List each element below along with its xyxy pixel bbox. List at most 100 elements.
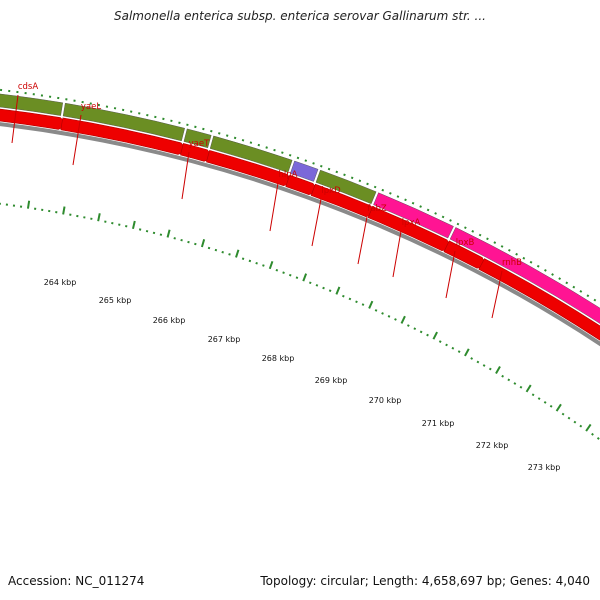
leader-line bbox=[491, 270, 503, 319]
scale-label: 269 kbp bbox=[315, 376, 348, 385]
tick-mark bbox=[471, 230, 475, 233]
map-title: Salmonella enterica subsp. enterica sero… bbox=[114, 9, 486, 23]
tick-mark bbox=[536, 264, 540, 268]
topology-text: Topology: circular; Length: 4,658,697 bp… bbox=[260, 574, 590, 588]
scale-tick bbox=[221, 250, 224, 254]
scale-tick bbox=[573, 420, 577, 424]
scale-tick bbox=[194, 242, 197, 246]
scale-tick bbox=[507, 378, 511, 382]
tick-mark bbox=[522, 256, 526, 260]
tick-mark bbox=[327, 167, 331, 171]
scale-tick bbox=[255, 261, 258, 265]
tick-mark bbox=[544, 268, 547, 272]
tick-mark bbox=[572, 285, 576, 289]
tick-mark bbox=[273, 148, 276, 152]
gene-label-fabZ: fabZ bbox=[367, 204, 387, 214]
scale-tick bbox=[543, 401, 547, 404]
tick-mark bbox=[419, 205, 422, 208]
scale-tick-track bbox=[0, 200, 600, 440]
tick-mark bbox=[404, 198, 407, 202]
tick-mark bbox=[434, 212, 437, 215]
scale-tick bbox=[464, 348, 470, 357]
tick-mark bbox=[441, 215, 445, 219]
tick-mark bbox=[304, 159, 308, 162]
scale-tick bbox=[173, 237, 176, 240]
scale-tick bbox=[26, 200, 31, 209]
scale-tick bbox=[432, 331, 438, 340]
leader-line bbox=[11, 94, 19, 144]
scale-label: 264 kbp bbox=[44, 278, 77, 287]
scale-tick bbox=[335, 286, 341, 295]
scale-tick bbox=[241, 257, 245, 260]
scale-tick bbox=[361, 303, 365, 306]
scale-tick bbox=[166, 229, 171, 238]
scale-tick bbox=[282, 271, 285, 274]
scale-tick bbox=[561, 412, 565, 416]
feature-block-yaeT bbox=[62, 102, 185, 142]
outer-tick-track bbox=[0, 88, 597, 302]
scale-tick bbox=[451, 346, 455, 350]
tick-mark bbox=[296, 156, 300, 160]
scale-label: 268 kbp bbox=[262, 354, 295, 363]
scale-tick bbox=[525, 384, 532, 393]
scale-tick bbox=[596, 437, 600, 440]
tick-mark bbox=[343, 173, 346, 177]
tick-mark bbox=[529, 260, 533, 264]
scale-tick bbox=[374, 309, 378, 312]
tick-mark bbox=[225, 134, 229, 137]
scale-tick bbox=[585, 423, 592, 432]
scale-tick bbox=[519, 385, 523, 389]
tick-mark bbox=[335, 170, 339, 174]
tick-mark bbox=[500, 245, 504, 248]
scale-tick bbox=[413, 327, 417, 331]
scale-tick bbox=[62, 206, 66, 215]
scale-tick bbox=[531, 393, 535, 397]
scale-label: 270 kbp bbox=[369, 396, 402, 405]
scale-tick bbox=[381, 312, 384, 315]
scale-tick bbox=[328, 289, 332, 292]
tick-mark bbox=[493, 241, 497, 244]
scale-tick bbox=[348, 297, 352, 301]
cds-track bbox=[0, 108, 600, 341]
leader-line bbox=[392, 230, 402, 278]
scale-tick bbox=[438, 340, 442, 343]
scale-tick bbox=[549, 404, 553, 408]
tick-mark bbox=[281, 151, 284, 154]
scale-tick bbox=[445, 343, 448, 347]
scale-tick bbox=[426, 333, 429, 337]
gene-label-yaeL: yaeL bbox=[81, 102, 101, 112]
tick-mark bbox=[586, 294, 590, 298]
scale-tick bbox=[235, 249, 240, 258]
accession-text: Accession: NC_011274 bbox=[8, 574, 145, 588]
tick-mark bbox=[288, 154, 292, 157]
scale-tick bbox=[567, 416, 571, 420]
scale-tick bbox=[207, 246, 211, 250]
tick-mark bbox=[373, 185, 377, 189]
scale-tick bbox=[262, 264, 265, 267]
label-leaders bbox=[11, 94, 503, 319]
scale-tick bbox=[394, 318, 397, 321]
scale-tick bbox=[513, 382, 517, 385]
scale-tick bbox=[591, 432, 594, 436]
tick-mark bbox=[320, 164, 323, 168]
gene-label-lpxD: lpxD bbox=[321, 186, 341, 196]
scale-tick bbox=[214, 248, 218, 252]
scale-tick bbox=[488, 367, 492, 371]
scale-tick bbox=[308, 281, 312, 285]
scale-tick bbox=[342, 294, 345, 298]
tick-mark bbox=[265, 146, 268, 149]
scale-tick bbox=[495, 366, 501, 374]
feature-block-yaeL bbox=[0, 93, 63, 116]
tick-mark bbox=[257, 143, 261, 147]
backbone-line bbox=[0, 122, 600, 347]
scale-tick bbox=[482, 364, 486, 367]
tick-mark bbox=[515, 252, 518, 256]
scale-tick bbox=[368, 300, 374, 309]
scale-tick bbox=[555, 403, 562, 412]
tick-mark bbox=[579, 290, 583, 293]
scale-tick bbox=[288, 273, 292, 277]
scale-label: 266 kbp bbox=[153, 316, 186, 325]
tick-mark bbox=[464, 226, 467, 230]
scale-tick bbox=[97, 213, 101, 222]
